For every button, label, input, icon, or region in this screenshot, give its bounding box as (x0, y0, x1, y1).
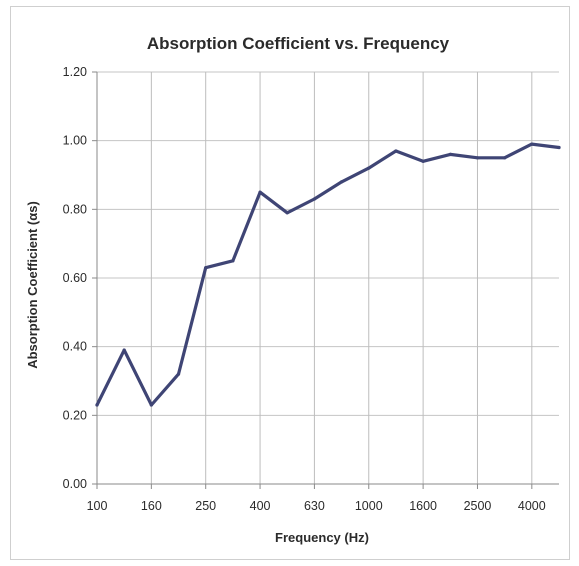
data-point (258, 190, 262, 194)
x-tick-label: 4000 (518, 499, 546, 513)
y-axis-label: Absorption Coefficient (αs) (25, 201, 40, 369)
series-layer (95, 142, 561, 407)
chart-frame: Absorption Coefficient vs. Frequency 0.0… (10, 6, 570, 560)
x-tick-label: 250 (195, 499, 216, 513)
data-point (475, 156, 480, 160)
x-tick-label: 400 (250, 499, 271, 513)
data-point (149, 403, 153, 407)
chart-svg: Absorption Coefficient vs. Frequency 0.0… (25, 34, 561, 545)
y-tick-label: 1.00 (63, 134, 87, 148)
y-tick-labels: 0.00 0.20 0.40 0.60 0.80 1.00 1.20 (63, 65, 87, 491)
x-tick-label: 1000 (355, 499, 383, 513)
y-tick-label: 0.00 (63, 477, 87, 491)
x-tick-labels: 100 160 250 400 630 1000 1600 2500 4000 (87, 499, 546, 513)
data-point (448, 152, 452, 156)
chart-title: Absorption Coefficient vs. Frequency (147, 34, 450, 53)
data-point (503, 156, 507, 160)
x-axis-label: Frequency (Hz) (275, 530, 369, 545)
data-point (176, 372, 181, 376)
data-point (204, 266, 208, 270)
series-line (95, 142, 561, 407)
y-tick-label: 1.20 (63, 65, 87, 79)
x-tick-label: 100 (87, 499, 108, 513)
y-tick-label: 0.80 (63, 202, 87, 216)
y-tick-label: 0.20 (63, 408, 87, 422)
y-tick-label: 0.60 (63, 271, 87, 285)
x-tick-label: 1600 (409, 499, 437, 513)
data-point (557, 145, 561, 150)
data-point (367, 166, 371, 170)
data-point (312, 197, 317, 201)
data-point (231, 259, 235, 263)
y-tick-label: 0.40 (63, 340, 87, 354)
axes (92, 71, 559, 489)
data-point (421, 159, 425, 163)
x-tick-label: 630 (304, 499, 325, 513)
x-tick-label: 2500 (464, 499, 492, 513)
data-point (339, 180, 344, 184)
data-point (394, 149, 398, 153)
data-point (95, 403, 99, 407)
data-point (285, 211, 289, 215)
data-point (530, 142, 534, 146)
gridlines (96, 71, 559, 485)
x-tick-label: 160 (141, 499, 162, 513)
data-point (122, 348, 126, 352)
